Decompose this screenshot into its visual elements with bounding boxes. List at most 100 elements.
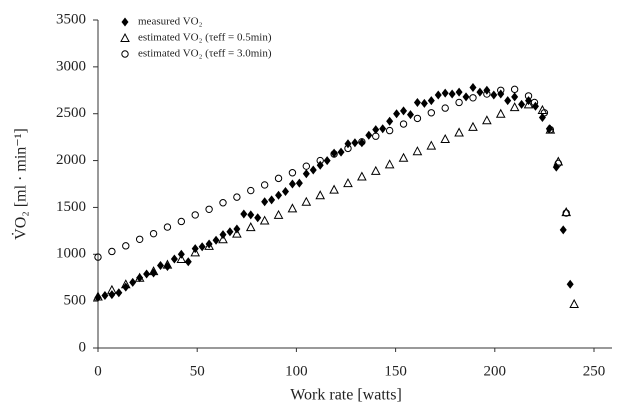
point-circle [497, 86, 505, 94]
point-triangle [482, 115, 492, 125]
point-diamond [150, 268, 158, 278]
point-diamond [448, 89, 456, 99]
point-triangle [245, 222, 256, 232]
x-tick-label: 50 [190, 363, 205, 379]
point-circle [483, 90, 491, 98]
point-triangle [523, 99, 534, 109]
point-diamond [386, 116, 394, 126]
point-circle [330, 150, 338, 158]
point-diamond [115, 288, 123, 298]
point-diamond [275, 190, 283, 200]
point-diamond [379, 124, 387, 134]
point-diamond [476, 87, 484, 97]
point-diamond [497, 89, 505, 99]
point-diamond [226, 227, 234, 237]
point-triangle [329, 184, 339, 194]
point-diamond [441, 88, 449, 98]
x-tick-label: 200 [484, 363, 507, 379]
point-diamond [566, 279, 574, 289]
point-triangle [259, 215, 270, 225]
point-triangle [343, 178, 353, 188]
point-diamond [122, 282, 130, 292]
point-triangle [93, 291, 103, 301]
point-triangle [273, 209, 284, 219]
point-circle [94, 253, 102, 261]
legend-label: estimated VO₂ (τeff = 3.0min) [138, 48, 272, 60]
x-tick-label: 150 [384, 363, 407, 379]
point-triangle [426, 140, 437, 150]
point-diamond [184, 257, 192, 267]
point-diamond [434, 90, 442, 100]
point-triangle [561, 207, 572, 217]
y-tick-label: 3000 [56, 58, 86, 74]
point-triangle [204, 240, 214, 250]
point-diamond [108, 290, 116, 300]
point-diamond [469, 82, 477, 92]
point-triangle [232, 228, 242, 238]
point-diamond [552, 162, 560, 172]
y-tick-label: 3500 [56, 11, 86, 27]
point-diamond [309, 165, 317, 175]
point-circle [121, 50, 129, 58]
point-triangle [315, 190, 326, 200]
point-triangle [509, 102, 520, 112]
point-circle [344, 144, 352, 153]
point-circle [372, 132, 380, 140]
point-diamond [372, 125, 380, 135]
point-circle [274, 174, 283, 183]
point-triangle [440, 133, 451, 144]
point-diamond [504, 96, 512, 106]
point-diamond [483, 85, 491, 95]
point-circle [385, 126, 394, 135]
point-triangle [468, 121, 478, 131]
point-circle [530, 98, 539, 107]
point-circle [233, 193, 241, 201]
point-diamond [455, 87, 463, 97]
point-circle [247, 186, 255, 195]
point-circle [205, 205, 213, 214]
point-triangle [190, 247, 201, 257]
point-circle [288, 169, 297, 177]
point-diamond [247, 210, 255, 220]
y-tick-label: 0 [79, 339, 87, 355]
y-tick-label: 2000 [56, 152, 86, 168]
point-diamond [302, 169, 310, 179]
point-diamond [129, 277, 137, 287]
point-circle [510, 85, 519, 94]
y-tick-label: 500 [64, 293, 87, 309]
point-diamond [143, 269, 151, 279]
x-axis-label: Work rate [watts] [290, 387, 402, 404]
point-diamond [170, 254, 178, 264]
point-triangle [454, 127, 464, 137]
point-diamond [490, 90, 498, 100]
point-diamond [261, 197, 269, 207]
point-circle [524, 92, 533, 100]
point-diamond [198, 242, 206, 252]
point-triangle [495, 108, 506, 118]
point-triangle [398, 152, 409, 162]
point-circle [108, 247, 116, 256]
point-diamond [413, 97, 421, 107]
point-diamond [511, 92, 519, 102]
point-diamond [393, 109, 401, 119]
point-diamond [518, 99, 526, 109]
point-triangle [370, 165, 381, 175]
point-diamond [427, 96, 435, 106]
point-triangle [301, 196, 312, 206]
y-tick-label: 2500 [56, 105, 86, 121]
point-circle [163, 223, 172, 231]
point-diamond [406, 110, 414, 120]
point-circle [219, 199, 227, 207]
point-diamond [136, 273, 144, 283]
point-diamond [323, 156, 331, 166]
point-circle [441, 104, 449, 112]
point-triangle [218, 234, 228, 244]
point-triangle [569, 298, 579, 308]
y-tick-label: 1500 [56, 199, 86, 215]
point-diamond [288, 179, 296, 189]
point-triangle [287, 203, 298, 213]
point-circle [413, 114, 422, 123]
point-diamond [295, 178, 303, 188]
point-triangle [176, 253, 187, 263]
